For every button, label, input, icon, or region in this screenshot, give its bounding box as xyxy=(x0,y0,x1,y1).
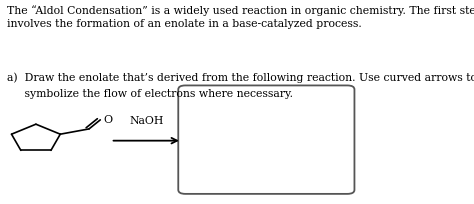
Text: O: O xyxy=(103,115,112,125)
Text: The “Aldol Condensation” is a widely used reaction in organic chemistry. The fir: The “Aldol Condensation” is a widely use… xyxy=(8,5,474,29)
Text: a)  Draw the enolate that’s derived from the following reaction. Use curved arro: a) Draw the enolate that’s derived from … xyxy=(8,72,474,83)
FancyBboxPatch shape xyxy=(178,86,355,194)
Text: NaOH: NaOH xyxy=(129,115,164,125)
Text: symbolize the flow of electrons where necessary.: symbolize the flow of electrons where ne… xyxy=(8,89,293,99)
